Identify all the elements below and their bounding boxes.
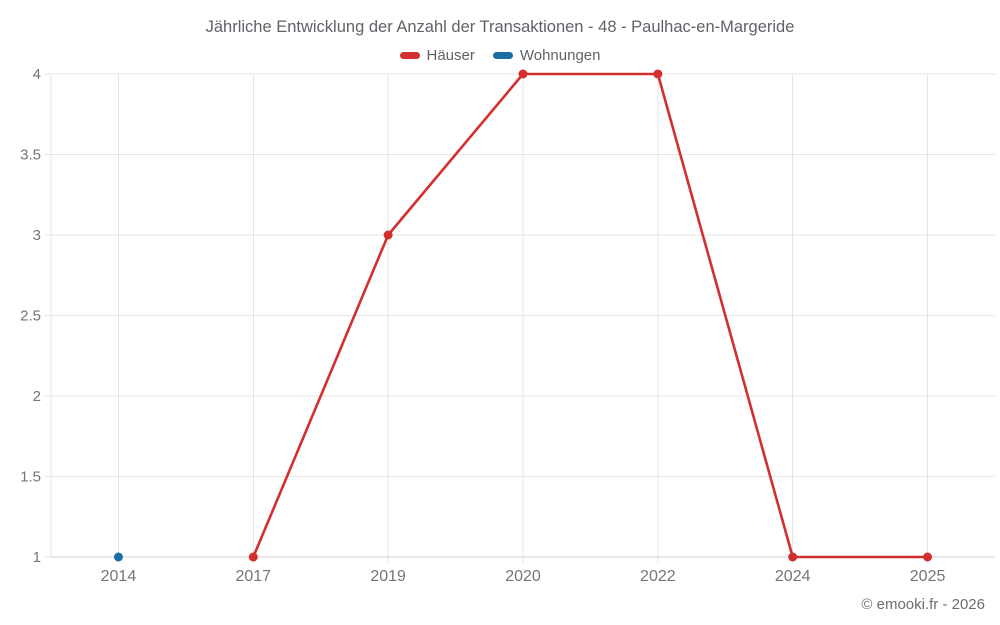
watermark: © emooki.fr - 2026 xyxy=(861,596,985,613)
y-axis-tick-label: 4 xyxy=(33,66,41,83)
y-axis-tick-label: 1.5 xyxy=(20,469,41,486)
data-point-haeuser[interactable] xyxy=(248,552,258,562)
x-axis-tick-label: 2025 xyxy=(910,568,946,585)
y-axis-tick-label: 2.5 xyxy=(20,308,41,325)
x-axis-tick-label: 2020 xyxy=(505,568,541,585)
data-point-haeuser[interactable] xyxy=(518,69,528,79)
legend-item-wohnungen[interactable]: Wohnungen xyxy=(492,46,601,64)
legend-item-haeuser[interactable]: Häuser xyxy=(399,46,475,64)
x-axis-tick-label: 2017 xyxy=(235,568,271,585)
legend-swatch-icon xyxy=(399,51,420,59)
legend-label: Wohnungen xyxy=(519,46,601,64)
data-point-haeuser[interactable] xyxy=(653,69,663,79)
series-line-haeuser xyxy=(251,72,929,559)
data-point-wohnungen[interactable] xyxy=(113,552,123,562)
data-point-haeuser[interactable] xyxy=(788,552,798,562)
y-axis-tick-label: 3.5 xyxy=(20,147,41,164)
legend-swatch-icon xyxy=(492,51,513,59)
x-axis-tick-label: 2014 xyxy=(101,568,137,585)
data-point-haeuser[interactable] xyxy=(383,230,393,240)
data-point-haeuser[interactable] xyxy=(923,552,933,562)
y-axis-tick-label: 2 xyxy=(33,388,41,405)
chart-title: Jährliche Entwicklung der Anzahl der Tra… xyxy=(205,18,795,36)
y-axis-tick-label: 1 xyxy=(33,549,41,566)
legend-label: Häuser xyxy=(426,46,475,64)
y-axis-tick-label: 3 xyxy=(33,227,41,244)
x-axis-tick-label: 2024 xyxy=(775,568,811,585)
x-axis-tick-label: 2022 xyxy=(640,568,676,585)
chart-legend: Häuser Wohnungen xyxy=(0,45,1000,65)
x-axis-tick-label: 2019 xyxy=(370,568,406,585)
